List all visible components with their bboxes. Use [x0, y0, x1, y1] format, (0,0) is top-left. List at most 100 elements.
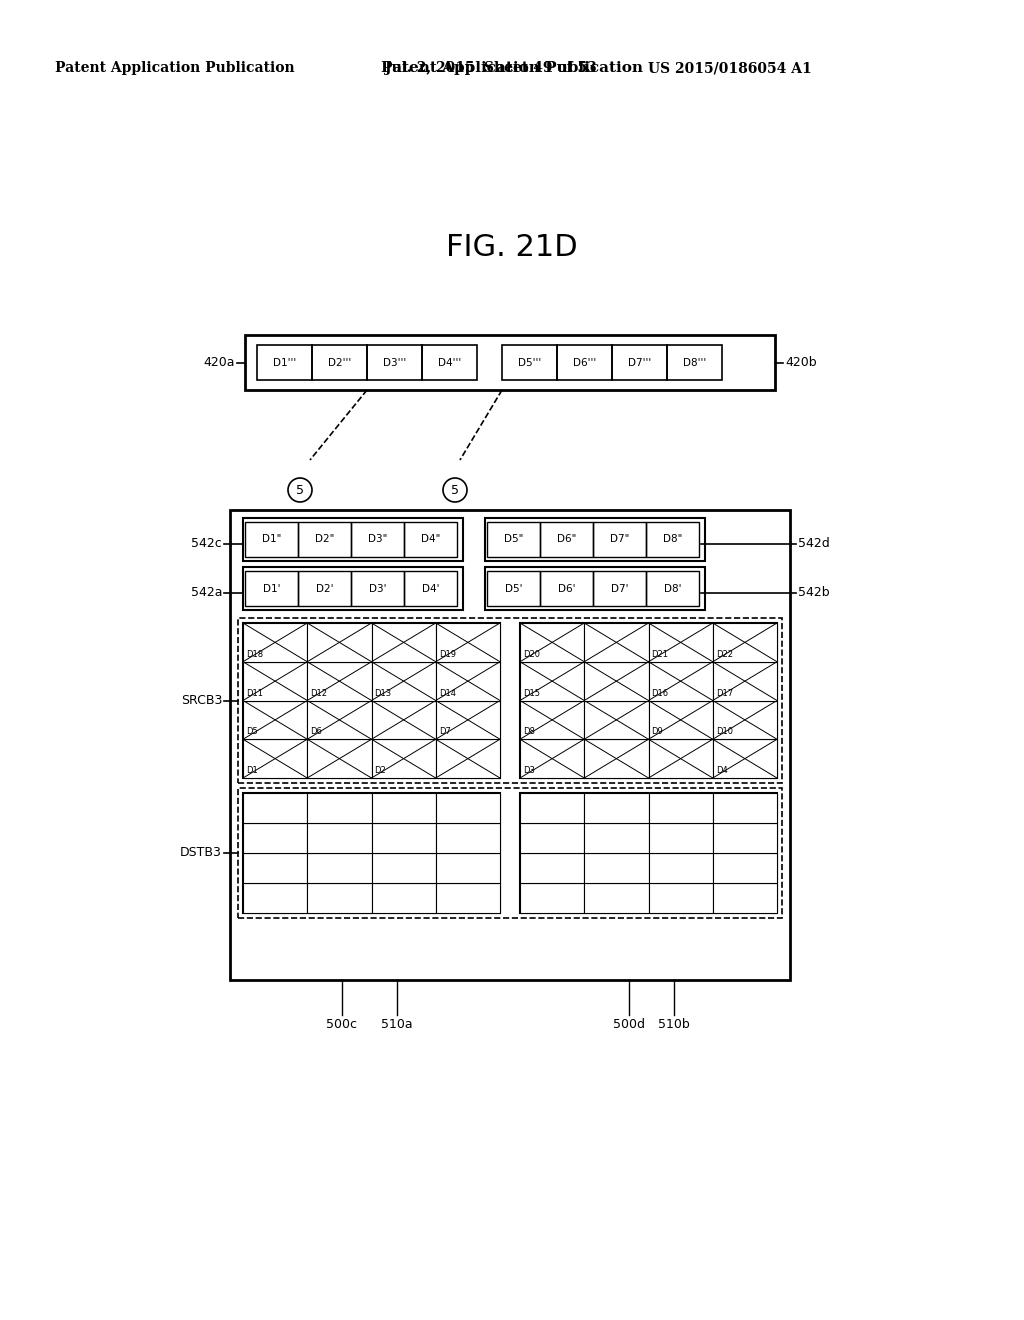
Text: D1''': D1''': [272, 358, 296, 367]
Bar: [243, 568, 463, 610]
Text: D3": D3": [368, 535, 387, 544]
Bar: [243, 822, 307, 853]
Text: FIG. 21D: FIG. 21D: [446, 234, 578, 263]
Text: D3': D3': [369, 583, 386, 594]
Text: DSTB3: DSTB3: [180, 846, 222, 859]
Text: D7: D7: [438, 727, 451, 737]
Bar: [307, 701, 372, 739]
Bar: [487, 521, 540, 557]
Text: D4: D4: [716, 766, 727, 775]
Text: D14: D14: [438, 689, 456, 697]
Bar: [648, 701, 713, 739]
Text: D13: D13: [375, 689, 391, 697]
Text: D6": D6": [557, 535, 577, 544]
Text: D8: D8: [523, 727, 535, 737]
Bar: [238, 788, 782, 917]
Text: D5: D5: [246, 727, 258, 737]
Text: D2': D2': [315, 583, 333, 594]
Bar: [230, 510, 790, 979]
Bar: [520, 739, 585, 777]
Bar: [436, 661, 500, 701]
Bar: [243, 739, 307, 777]
Bar: [557, 345, 612, 380]
Bar: [713, 822, 777, 853]
Bar: [593, 572, 646, 606]
Text: D4": D4": [421, 535, 440, 544]
Bar: [372, 623, 436, 661]
Bar: [713, 793, 777, 822]
Text: US 2015/0186054 A1: US 2015/0186054 A1: [648, 61, 812, 75]
Text: 420a: 420a: [204, 356, 234, 370]
Text: D8': D8': [664, 583, 681, 594]
Bar: [585, 623, 648, 661]
Bar: [648, 853, 713, 883]
Bar: [307, 883, 372, 913]
Text: D22: D22: [716, 649, 733, 659]
Text: D5': D5': [505, 583, 522, 594]
Bar: [646, 572, 699, 606]
Bar: [257, 345, 312, 380]
Bar: [520, 853, 585, 883]
Text: D15: D15: [523, 689, 540, 697]
Text: D1': D1': [263, 583, 281, 594]
Text: D1": D1": [262, 535, 282, 544]
Bar: [436, 793, 500, 822]
Bar: [436, 701, 500, 739]
Bar: [436, 883, 500, 913]
Bar: [307, 793, 372, 822]
Text: 542c: 542c: [191, 537, 222, 550]
Bar: [487, 572, 540, 606]
Text: D9: D9: [651, 727, 664, 737]
Text: 5: 5: [451, 483, 459, 496]
Bar: [422, 345, 477, 380]
Text: 542a: 542a: [190, 586, 222, 599]
Bar: [648, 739, 713, 777]
Text: D16: D16: [651, 689, 669, 697]
Bar: [648, 822, 713, 853]
Bar: [648, 883, 713, 913]
Bar: [540, 572, 593, 606]
Text: D11: D11: [246, 689, 263, 697]
Text: 510a: 510a: [381, 1019, 413, 1031]
Bar: [436, 739, 500, 777]
Bar: [713, 661, 777, 701]
Bar: [243, 517, 463, 561]
Bar: [243, 701, 307, 739]
Bar: [436, 623, 500, 661]
Bar: [243, 623, 307, 661]
Bar: [520, 793, 777, 913]
Bar: [298, 521, 351, 557]
Bar: [307, 739, 372, 777]
Bar: [243, 853, 307, 883]
Text: Sheet 49 of 53: Sheet 49 of 53: [483, 61, 596, 75]
Text: 500c: 500c: [326, 1019, 357, 1031]
Bar: [372, 739, 436, 777]
Text: Jul. 2, 2015: Jul. 2, 2015: [385, 61, 475, 75]
Text: D6''': D6''': [572, 358, 596, 367]
Text: D6': D6': [558, 583, 575, 594]
Bar: [585, 822, 648, 853]
Text: SRCB3: SRCB3: [180, 694, 222, 708]
Bar: [404, 521, 457, 557]
Text: D12: D12: [310, 689, 328, 697]
Bar: [372, 883, 436, 913]
Bar: [351, 572, 404, 606]
Bar: [593, 521, 646, 557]
Bar: [245, 335, 775, 389]
Text: D6: D6: [310, 727, 323, 737]
Bar: [713, 853, 777, 883]
Bar: [713, 701, 777, 739]
Bar: [243, 883, 307, 913]
Bar: [520, 793, 585, 822]
Bar: [307, 661, 372, 701]
Text: 542d: 542d: [798, 537, 829, 550]
Bar: [540, 521, 593, 557]
Bar: [585, 661, 648, 701]
Bar: [372, 822, 436, 853]
Text: D2: D2: [375, 766, 386, 775]
Bar: [351, 521, 404, 557]
Text: 420b: 420b: [785, 356, 816, 370]
Text: 500d: 500d: [612, 1019, 644, 1031]
Text: D7": D7": [610, 535, 629, 544]
Bar: [646, 521, 699, 557]
